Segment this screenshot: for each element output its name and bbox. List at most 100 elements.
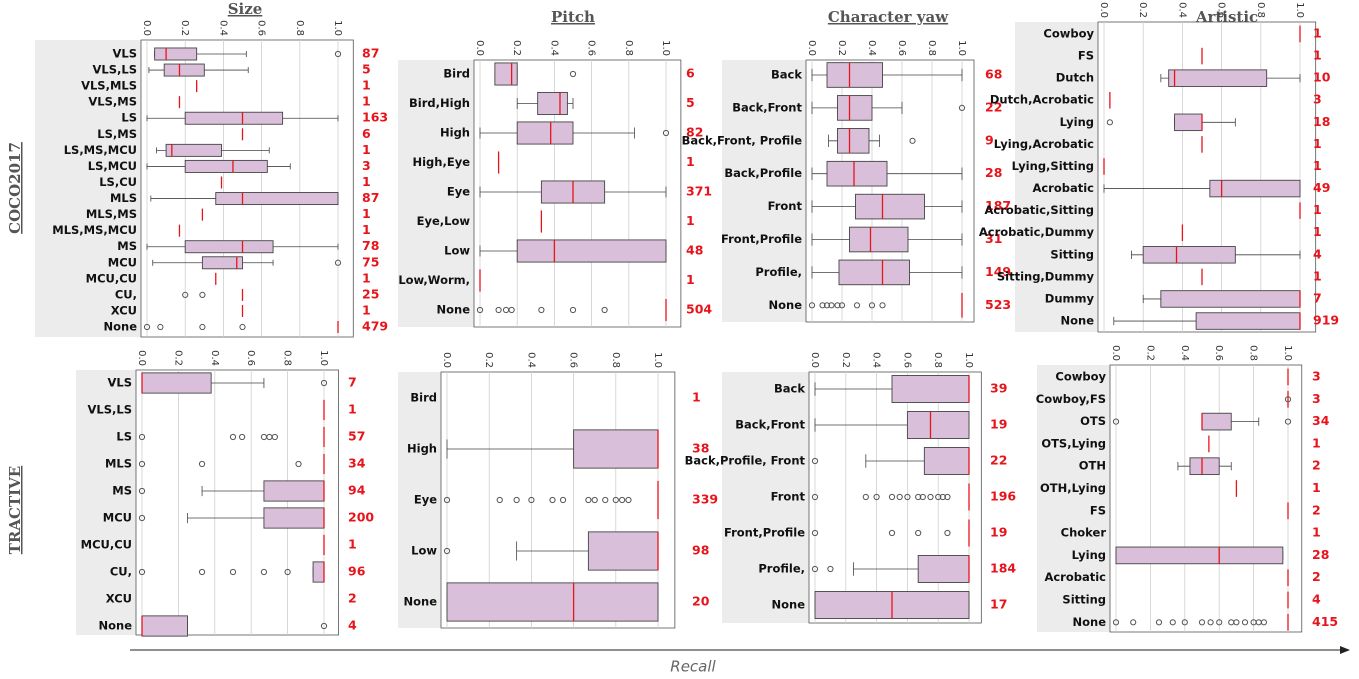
x-tick-label: 0.4: [1179, 345, 1190, 361]
outlier: [662, 129, 670, 137]
outlier: [888, 529, 896, 537]
count-label: 1: [362, 222, 371, 237]
x-axis-label: Recall: [670, 658, 716, 676]
count-label: 1: [362, 270, 371, 285]
box: [141, 615, 188, 637]
x-tick-label: 0.2: [840, 352, 851, 368]
x-tick-label: 0.0: [806, 40, 817, 56]
label-panel: [722, 372, 809, 623]
outlier: [1198, 619, 1206, 626]
outlier: [904, 493, 911, 501]
box: [906, 411, 970, 439]
count-label: 17: [990, 597, 1007, 612]
column-title: Size: [228, 0, 263, 18]
box: [1209, 179, 1301, 198]
x-tick-label: 0.6: [568, 352, 579, 368]
count-label: 75: [362, 254, 379, 269]
category-label: Choker: [1061, 526, 1107, 540]
category-label: MLS,MS: [86, 207, 137, 221]
count-label: 39: [990, 381, 1007, 396]
box: [184, 159, 268, 173]
label-panel: [398, 372, 441, 628]
category-label: Eye,Low: [417, 214, 471, 228]
outlier: [868, 302, 876, 309]
category-label: Lying: [1060, 115, 1094, 129]
category-label: FS: [1090, 503, 1106, 517]
outlier: [862, 493, 869, 501]
count-label: 19: [990, 417, 1007, 432]
count-label: 7: [1313, 290, 1322, 305]
count-label: 38: [692, 441, 709, 456]
count-label: 371: [686, 184, 712, 199]
row-label: COCO2017: [6, 142, 24, 234]
category-label: Back,Profile, Front: [685, 454, 806, 468]
outlier: [1284, 396, 1292, 403]
outlier: [1216, 619, 1223, 626]
count-label: 479: [362, 319, 388, 334]
count-label: 523: [985, 297, 1011, 312]
box: [163, 63, 205, 77]
count-label: 196: [990, 489, 1016, 504]
box: [1168, 69, 1268, 87]
box: [826, 62, 883, 88]
box: [184, 111, 284, 125]
category-label: VLS,LS: [93, 63, 138, 77]
count-label: 1: [686, 272, 695, 287]
outlier: [239, 323, 246, 331]
category-label: Lying: [1072, 548, 1106, 562]
box: [826, 160, 888, 187]
box: [849, 226, 909, 253]
category-label: Back: [771, 68, 802, 82]
x-tick-label: 1.0: [332, 20, 343, 36]
category-label: Bird: [443, 67, 470, 81]
category-label: Acrobatic: [1044, 570, 1106, 584]
category-label: OTH: [1079, 459, 1106, 473]
box: [165, 143, 222, 157]
outlier: [1112, 418, 1120, 425]
x-tick-label: 0.8: [1248, 345, 1259, 361]
category-label: OTS,Lying: [1041, 436, 1106, 450]
count-label: 28: [1312, 547, 1329, 562]
count-label: 415: [1312, 614, 1338, 629]
count-label: 2: [1312, 458, 1321, 473]
category-label: XCU: [106, 592, 132, 606]
category-label: High: [407, 442, 437, 456]
category-label: Front: [771, 490, 806, 504]
box: [587, 531, 659, 571]
category-label: VLS: [107, 376, 132, 390]
outlier: [811, 529, 819, 537]
x-tick-label: 0.0: [441, 352, 452, 368]
category-label: Lying,Acrobatic: [994, 137, 1094, 151]
count-label: 18: [1313, 114, 1330, 129]
outlier: [919, 493, 926, 501]
count-label: 1: [1313, 26, 1322, 41]
category-label: MS: [112, 484, 132, 498]
x-tick-label: 0.2: [179, 20, 190, 36]
category-label: Sitting: [1050, 247, 1094, 261]
box: [154, 47, 198, 61]
count-label: 1: [686, 154, 695, 169]
count-label: 68: [985, 67, 1002, 82]
count-label: 1: [1312, 435, 1321, 450]
x-tick-label: 0.0: [136, 350, 147, 366]
outlier: [334, 259, 342, 266]
x-tick-label: 0.6: [1216, 2, 1227, 18]
x-tick-label: 0.4: [548, 40, 559, 56]
count-label: 163: [362, 110, 388, 125]
outlier: [271, 433, 278, 441]
category-label: Eye: [414, 493, 437, 507]
count-label: 5: [362, 62, 371, 77]
outlier: [873, 493, 880, 501]
outlier: [334, 50, 342, 58]
outlier: [811, 457, 819, 465]
box: [263, 507, 325, 529]
x-tick-label: 0.8: [932, 352, 943, 368]
category-label: Lying,Sitting: [1012, 159, 1094, 173]
category-label: Back,Front, Profile: [682, 133, 803, 147]
count-label: 3: [1313, 92, 1322, 107]
count-label: 1: [1313, 268, 1322, 283]
count-label: 7: [348, 375, 357, 390]
category-label: Sitting,Dummy: [997, 269, 1095, 283]
x-tick-label: 0.6: [586, 40, 597, 56]
x-tick-label: 0.4: [217, 20, 228, 36]
